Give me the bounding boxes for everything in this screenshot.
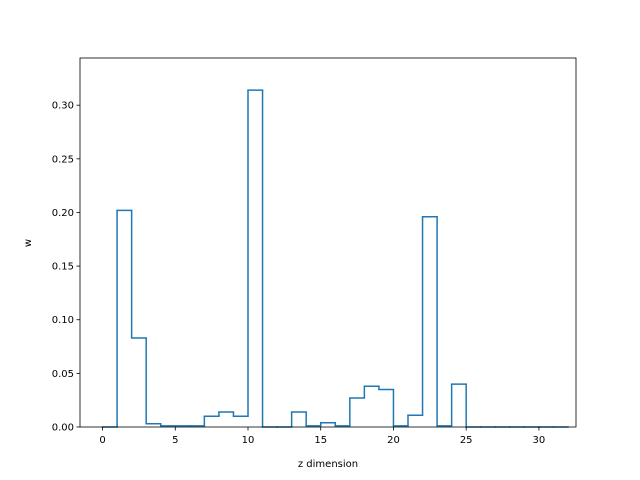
axes: 0 5 10 15 20 25 30 0.00 0.05 0.10 0.15 0.20 0.25 0.30: [52, 57, 577, 446]
x-tick-label: 20: [387, 435, 400, 446]
y-tick-label: 0.10: [52, 315, 74, 326]
plot-frame: [79, 57, 577, 428]
x-tick-label: 0: [99, 435, 105, 446]
y-axis-label: w: [23, 239, 34, 247]
x-tick-label: 25: [460, 435, 473, 446]
y-tick-label: 0.30: [52, 101, 74, 112]
x-tick-label: 5: [172, 435, 178, 446]
x-tick-label: 10: [242, 435, 255, 446]
histogram-marks: [101, 89, 569, 428]
x-tick-label: 30: [533, 435, 546, 446]
y-tick-label: 0.00: [52, 423, 74, 434]
y-tick-label: 0.15: [52, 262, 74, 273]
y-tick-label: 0.05: [52, 369, 74, 380]
x-tick-label: 15: [314, 435, 327, 446]
y-tick-label: 0.25: [52, 154, 74, 165]
x-axis-label: z dimension: [298, 459, 358, 470]
y-tick-label: 0.20: [52, 208, 74, 219]
